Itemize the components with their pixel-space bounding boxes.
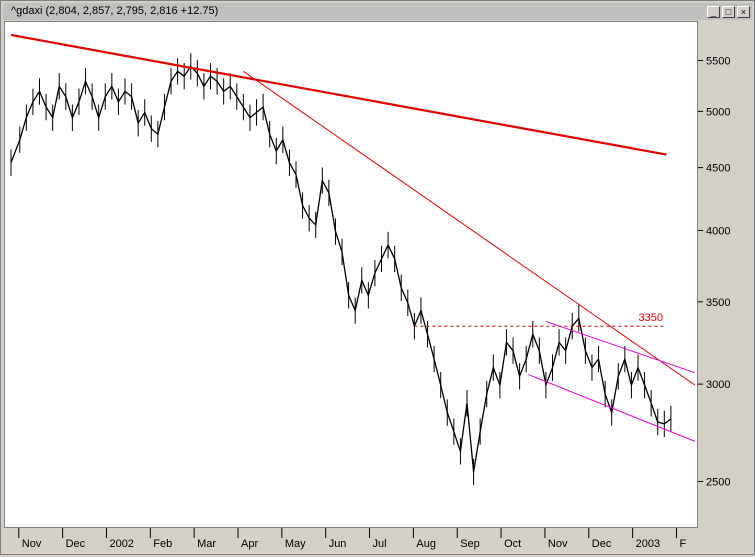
y-tick-label-3: 4000 (706, 226, 730, 238)
maximize-icon: □ (725, 7, 732, 17)
x-tick-label-0: Nov (22, 538, 42, 550)
x-tick-label-1: Dec (66, 538, 86, 550)
y-tick-label-2: 3500 (706, 297, 730, 309)
y-tick-label-1: 3000 (706, 379, 730, 391)
x-tick-label-12: Nov (548, 538, 568, 550)
x-tick-label-7: Jun (329, 538, 347, 550)
x-tick-label-14: 2003 (636, 538, 660, 550)
x-tick-label-15: F (679, 538, 686, 550)
x-axis: Nov Dec 2002 Feb Mar Apr May Jun Jul Aug Sep Oct Nov… (4, 528, 753, 552)
plot-area[interactable]: 3350 (4, 21, 698, 528)
x-tick-label-9: Aug (416, 538, 436, 550)
x-tick-label-13: Dec (592, 538, 612, 550)
x-tick-label-4: Mar (197, 538, 216, 550)
y-tick-label-0: 2500 (706, 476, 730, 488)
x-tick-label-5: Apr (241, 538, 258, 550)
title-bar[interactable]: ^gdaxi (2,804, 2,857, 2,795, 2,816 +12.7… (3, 3, 752, 20)
x-tick-label-2: 2002 (109, 538, 133, 550)
y-tick-label-5: 5000 (706, 106, 730, 118)
x-tick-label-6: May (285, 538, 306, 550)
x-tick-label-8: Jul (373, 538, 387, 550)
minimize-icon: _ (710, 7, 716, 17)
x-tick-label-3: Feb (153, 538, 172, 550)
minimize-button[interactable]: _ (707, 6, 720, 18)
trendline-0 (10, 33, 667, 156)
x-tick-label-10: Sep (460, 538, 480, 550)
price-line-0 (10, 65, 672, 473)
y-axis: 2500 3000 3500 4000 4500 5000 5500 (698, 21, 753, 528)
resistance-label-0: 3350 (639, 312, 663, 324)
maximize-button[interactable]: □ (722, 6, 735, 18)
y-tick-label-4: 4500 (706, 163, 730, 175)
trendline-2 (545, 320, 696, 374)
x-axis-ticks: Nov Dec 2002 Feb Mar Apr May Jun Jul Aug Sep Oct Nov… (18, 528, 686, 550)
window-title: ^gdaxi (2,804, 2,857, 2,795, 2,816 +12.7… (11, 5, 219, 17)
x-tick-label-11: Oct (504, 538, 521, 550)
y-axis-ticks: 2500 3000 3500 4000 4500 5000 5500 (698, 55, 730, 488)
trendline-3 (528, 374, 696, 442)
trendline-1 (243, 70, 696, 386)
close-icon: × (740, 7, 747, 17)
y-tick-label-6: 5500 (706, 55, 730, 67)
close-button[interactable]: × (737, 6, 750, 18)
price-chart: 3350 (10, 33, 696, 486)
